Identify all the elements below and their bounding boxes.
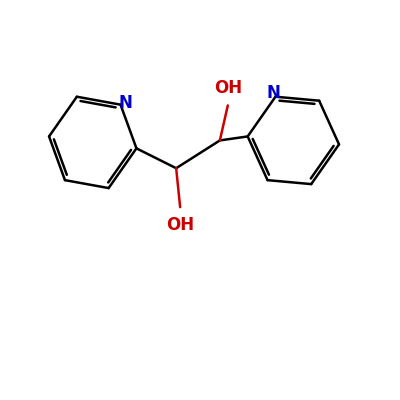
Text: N: N <box>266 84 280 102</box>
Text: OH: OH <box>166 216 194 234</box>
Text: OH: OH <box>214 79 242 97</box>
Text: N: N <box>118 94 132 112</box>
